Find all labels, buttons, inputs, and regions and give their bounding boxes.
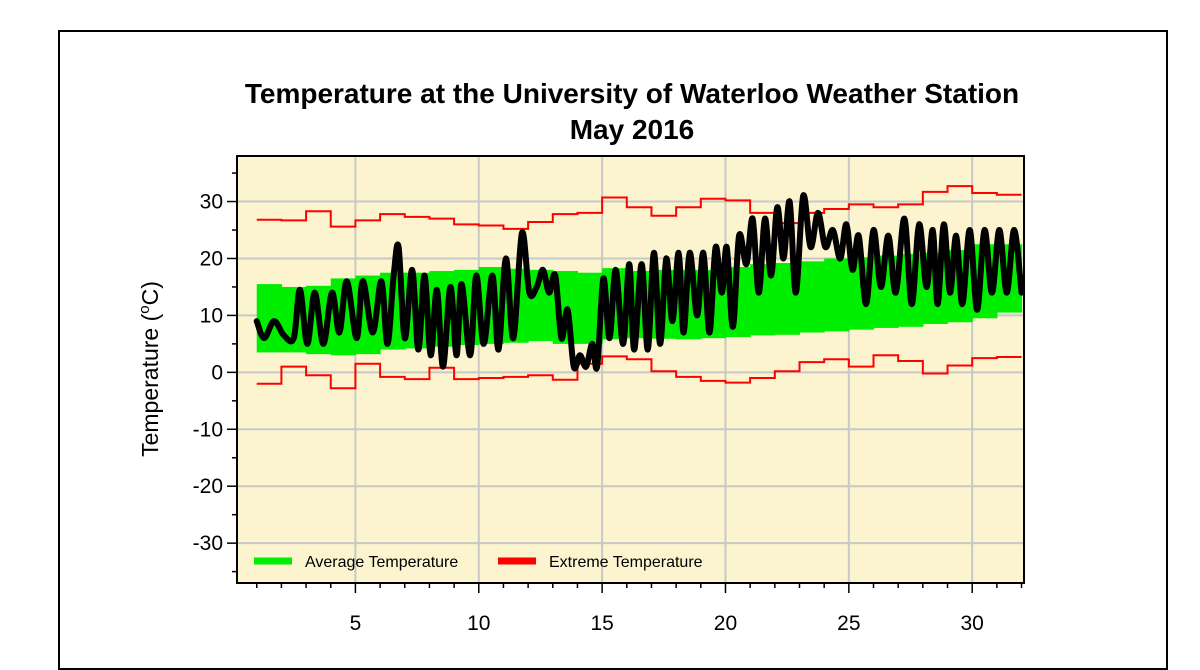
temperature-chart: Temperature at the University of Waterlo… [136, 78, 1025, 630]
y-tick-label: 20 [200, 247, 223, 270]
x-tick-labels: 5 10 15 20 25 30 [350, 612, 984, 630]
y-tick-label: -10 [193, 418, 223, 441]
average-band-segment [799, 261, 825, 333]
y-tick-label: 30 [200, 191, 223, 214]
plot-border [236, 155, 1025, 584]
x-tick-label: 5 [350, 612, 362, 630]
x-tick-label: 25 [837, 612, 860, 630]
legend-label-average: Average Temperature [305, 554, 458, 571]
x-tick-label: 20 [714, 612, 737, 630]
average-band-segment [256, 284, 283, 353]
legend: Average Temperature Extreme Temperature [254, 554, 703, 571]
y-axis-label: Temperature (oC) [136, 281, 163, 457]
x-tick-label: 10 [467, 612, 490, 630]
y-tick-label: -20 [193, 475, 223, 498]
chart-title: Temperature at the University of Waterlo… [245, 78, 1019, 109]
extreme-min-line [256, 354, 1022, 390]
extreme-temperature-lines [256, 185, 1022, 390]
observed-line [253, 192, 1025, 372]
y-tick-label: -30 [193, 532, 223, 555]
plot-area [237, 156, 1024, 583]
y-tick-label: 10 [200, 304, 223, 327]
x-tick-label: 30 [961, 612, 984, 630]
observed-temperature-line [253, 192, 1025, 372]
y-tick-label: 0 [211, 361, 223, 384]
average-band-segment [824, 258, 850, 332]
legend-label-extreme: Extreme Temperature [549, 554, 703, 571]
chart-subtitle: May 2016 [570, 114, 695, 145]
y-tick-labels: 30 20 10 0 -10 -20 -30 [193, 191, 223, 556]
extreme-max-line [256, 185, 1022, 230]
x-tick-label: 15 [590, 612, 613, 630]
axis-ticks [227, 172, 1023, 593]
